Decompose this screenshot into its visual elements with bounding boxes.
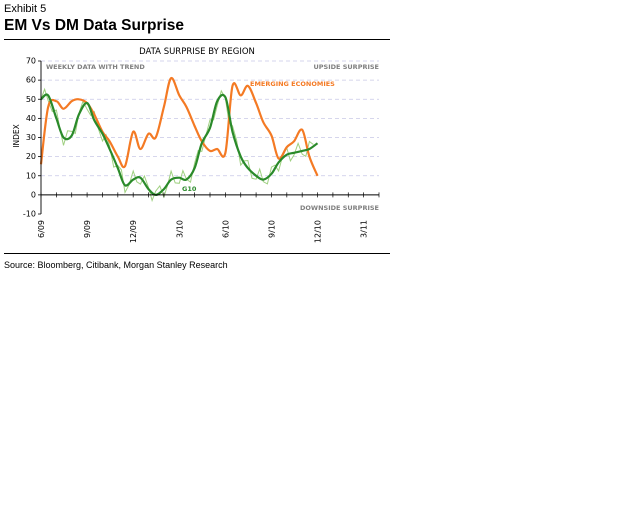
x-tick-label: 6/10 [221,220,230,238]
y-tick-label: 70 [26,57,36,66]
x-tick-label: 9/09 [83,220,92,238]
g10-weekly-line-group [40,87,314,203]
legend-label-g10: G10 [182,185,197,193]
y-tick-label: 0 [31,190,36,199]
annotation-weekly: WEEKLY DATA WITH TREND [46,63,145,71]
em-series-line [39,77,319,177]
gridlines [41,60,379,177]
bottom-rule [4,253,390,254]
y-tick-label: 60 [26,76,36,85]
annotation-upside: UPSIDE SURPRISE [313,63,379,71]
exhibit-title: EM Vs DM Data Surprise [4,17,185,34]
legend-label-em: EMERGING ECONOMIES [250,80,335,88]
g10-trend-line [40,93,319,196]
top-rule [4,39,390,40]
x-tick-label: 12/10 [314,220,323,243]
data-surprise-chart: DATA SURPRISE BY REGION -10 0 10 20 30 40 50 60… [12,47,380,243]
y-tick-label: 40 [26,114,36,123]
y-axis-label: INDEX [12,124,21,147]
axes: -10 0 10 20 30 40 50 60 70 6/09 9/09 12/09 3/10 6/10 9… [23,57,380,243]
source-note: Source: Bloomberg, Citibank, Morgan Stan… [4,260,228,270]
x-tick-label: 6/09 [37,220,46,238]
y-tick-label: 10 [26,171,36,180]
annotation-downside: DOWNSIDE SURPRISE [300,204,379,212]
x-tick-label: 3/10 [175,220,184,238]
x-tick-label: 12/09 [129,220,138,243]
exhibit-label: Exhibit 5 [4,3,47,15]
x-tick-label: 3/11 [360,220,369,238]
y-tick-label: 30 [26,133,36,142]
y-tick-label: 20 [26,152,36,161]
y-tick-label: -10 [23,210,36,219]
g10-weekly-line [40,87,314,203]
series-lines-group [39,77,319,196]
chart-title: DATA SURPRISE BY REGION [139,47,255,57]
x-tick-label: 9/10 [267,220,276,238]
y-tick-label: 50 [26,95,36,104]
